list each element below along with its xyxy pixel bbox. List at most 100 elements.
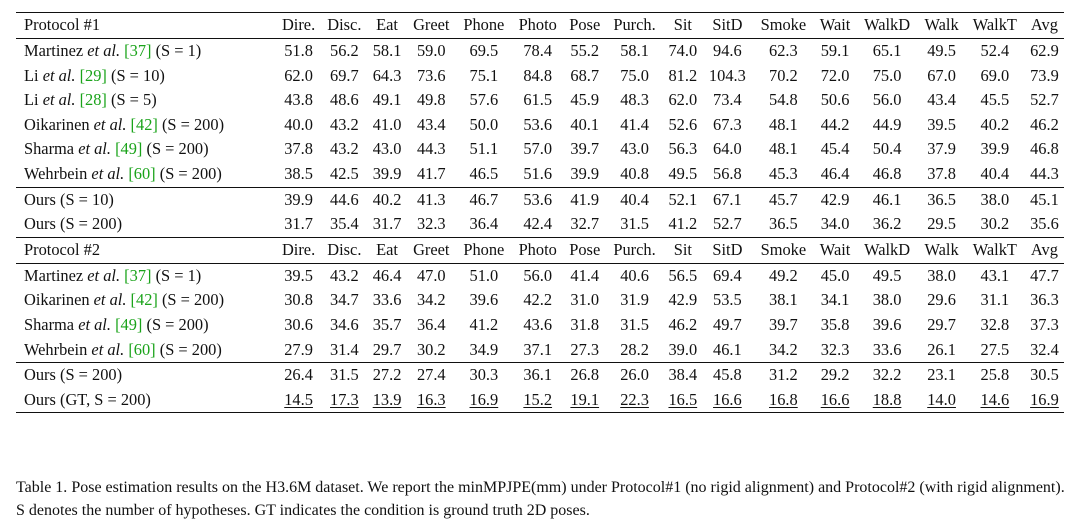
- value-cell: 32.3: [820, 339, 850, 359]
- value-cell: 57.0: [523, 139, 553, 159]
- value-cell: 75.0: [620, 65, 649, 85]
- value-cell: 25.8: [964, 362, 1025, 388]
- value-cell: 52.7: [713, 214, 742, 234]
- citation-link[interactable]: [28]: [79, 90, 107, 110]
- value-cell: 37.8: [284, 139, 313, 159]
- citation-link[interactable]: [29]: [79, 65, 107, 85]
- citation-link[interactable]: [49]: [115, 315, 143, 335]
- value-cell: 73.4: [713, 90, 742, 110]
- table-row: Ours (GT, S = 200) 14.5 17.3 13.9 16.3 16.9 15…: [16, 387, 1064, 414]
- value-cell: 78.4: [523, 41, 553, 61]
- value-cell: 67.3: [713, 114, 742, 134]
- value-cell: 32.3: [416, 214, 446, 234]
- value-cell: 49.1: [372, 90, 402, 110]
- value-cell: 39.9: [372, 164, 402, 184]
- value-cell: 34.7: [330, 290, 359, 310]
- column-header: Sit: [663, 12, 703, 39]
- citation-link[interactable]: [37]: [124, 265, 152, 285]
- value-cell: 36.3: [1030, 290, 1059, 310]
- protocol-header-row: Protocol #2 Dire. Disc. Eat Greet Phone Photo P…: [16, 236, 1064, 264]
- value-cell: 44.3: [416, 139, 446, 159]
- value-cell: 35.4: [330, 214, 359, 234]
- value-cell: 94.6: [713, 41, 742, 61]
- value-cell: 26.1: [927, 339, 956, 359]
- value-cell: 31.5: [321, 362, 368, 388]
- column-header: WalkD: [855, 236, 919, 264]
- value-cell: 45.8: [702, 362, 753, 388]
- value-cell: 69.7: [330, 65, 359, 85]
- hypotheses-param: (S = 1): [155, 265, 202, 285]
- value-cell: 32.4: [1030, 339, 1059, 359]
- value-cell: 41.0: [372, 114, 402, 134]
- value-cell: 37.8: [927, 164, 956, 184]
- value-cell: 36.2: [872, 214, 902, 234]
- method-cell: Ours (GT, S = 200): [16, 387, 276, 414]
- value-cell: 38.5: [284, 164, 313, 184]
- value-cell: 14.6: [964, 387, 1025, 414]
- citation-link[interactable]: [60]: [128, 164, 156, 184]
- hypotheses-param: (S = 200): [59, 365, 123, 385]
- value-cell: 15.2: [511, 387, 564, 414]
- value-cell: 36.5: [918, 186, 965, 213]
- method-name: Martinez: [24, 265, 84, 285]
- value-cell: 16.6: [814, 387, 856, 414]
- value-cell: 17.3: [321, 387, 368, 414]
- value-cell: 58.1: [372, 41, 402, 61]
- value-cell: 74.0: [668, 41, 698, 61]
- table-row: Wehrbein et al. [60] (S = 200) 38.5 42.5 39…: [16, 162, 1064, 187]
- et-al: et al.: [93, 114, 127, 134]
- value-cell: 43.4: [927, 90, 956, 110]
- hypotheses-param: (S = 200): [146, 315, 209, 335]
- value-cell: 52.4: [980, 41, 1010, 61]
- value-cell: 49.5: [927, 41, 956, 61]
- table-row: Ours (S = 200) 31.7 35.4 31.7 32.3 36.4 42.4 32…: [16, 212, 1064, 237]
- column-header: Photo: [511, 12, 564, 39]
- table-row: Martinez et al. [37] (S = 1) 39.5 43.2 46.4…: [16, 263, 1064, 288]
- column-header: Walk: [918, 236, 965, 264]
- value-cell: 53.6: [523, 114, 553, 134]
- value-cell: 51.8: [284, 41, 313, 61]
- value-cell: 29.5: [927, 214, 956, 234]
- value-cell: 45.9: [570, 90, 600, 110]
- value-cell: 58.1: [620, 41, 649, 61]
- value-cell: 48.3: [620, 90, 649, 110]
- citation-link[interactable]: [60]: [128, 339, 156, 359]
- citation-link[interactable]: [37]: [124, 41, 152, 61]
- value-cell: 55.2: [570, 41, 600, 61]
- value-cell: 46.2: [668, 315, 698, 335]
- column-header: Pose: [563, 12, 606, 39]
- value-cell: 27.9: [284, 339, 313, 359]
- method-name: Sharma: [24, 315, 75, 335]
- value-cell: 16.6: [702, 387, 753, 414]
- value-cell: 31.8: [570, 315, 600, 335]
- method-name: Ours: [24, 365, 56, 385]
- column-header: Photo: [511, 236, 564, 264]
- citation-link[interactable]: [42]: [130, 290, 158, 310]
- value-cell: 40.0: [284, 114, 313, 134]
- value-cell: 31.9: [620, 290, 649, 310]
- table-caption: Table 1. Pose estimation results on the …: [16, 476, 1066, 522]
- value-cell: 46.1: [855, 186, 919, 213]
- table-row: Sharma et al. [49] (S = 200) 37.8 43.2 43.0…: [16, 137, 1064, 162]
- et-al: et al.: [91, 164, 125, 184]
- column-header: Disc.: [321, 12, 368, 39]
- hypotheses-param: (S = 10): [59, 189, 114, 209]
- value-cell: 26.4: [276, 362, 322, 388]
- value-cell: 34.1: [820, 290, 850, 310]
- value-cell: 36.4: [469, 214, 499, 234]
- column-header: Wait: [814, 12, 856, 39]
- citation-link[interactable]: [42]: [130, 114, 158, 134]
- value-cell: 39.6: [872, 315, 902, 335]
- value-cell: 34.2: [416, 290, 446, 310]
- hypotheses-param: (S = 200): [161, 114, 225, 134]
- value-cell: 43.2: [330, 114, 359, 134]
- value-cell: 16.5: [663, 387, 703, 414]
- value-cell: 40.6: [620, 265, 649, 285]
- value-cell: 14.0: [918, 387, 965, 414]
- et-al: et al.: [78, 139, 111, 159]
- hypotheses-param: (S = 5): [111, 90, 157, 110]
- column-header: Avg: [1024, 236, 1064, 264]
- column-header: Greet: [406, 236, 457, 264]
- citation-link[interactable]: [49]: [115, 139, 143, 159]
- value-cell: 31.4: [330, 339, 359, 359]
